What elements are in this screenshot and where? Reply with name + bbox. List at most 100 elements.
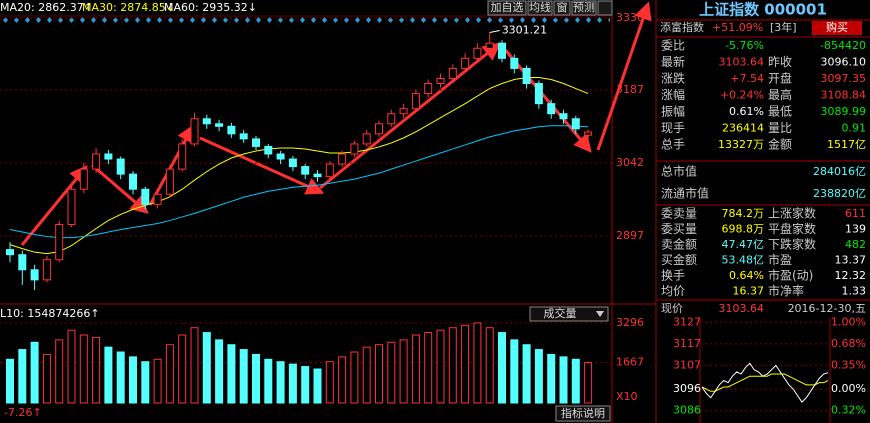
panel-lines: [656, 19, 870, 206]
button-label[interactable]: 预测: [573, 1, 595, 14]
volume-bar: [424, 332, 433, 404]
volume-bar: [30, 341, 39, 404]
candle-body: [190, 118, 199, 145]
fund-period: [3年]: [770, 20, 797, 34]
toolbar-button[interactable]: [553, 0, 571, 16]
volume-bar: [584, 362, 593, 404]
arrow: [20, 165, 88, 246]
button-label[interactable]: 窗: [557, 0, 568, 14]
candle-body: [448, 67, 457, 79]
button-label[interactable]: 均线: [529, 0, 551, 14]
volume-bar: [461, 324, 470, 404]
y-tick-label: 3127: [673, 315, 701, 328]
volume-bar: [571, 358, 580, 404]
field-value: 1517亿: [827, 138, 866, 151]
field-value: 139: [845, 223, 866, 236]
volume-bar: [116, 351, 125, 404]
field-label: 最低: [768, 105, 792, 119]
toolbar-button[interactable]: [527, 0, 553, 16]
candle-body: [473, 47, 482, 59]
field-label: 委买量: [661, 222, 697, 236]
date-label: 2016-12-30,五: [788, 302, 866, 315]
field-value: 698.8万: [722, 223, 765, 236]
button-label[interactable]: 指标说明: [561, 406, 605, 420]
pct-label: 0.00%: [831, 382, 866, 395]
field-value: 0.91: [842, 122, 867, 135]
help-button[interactable]: [555, 405, 611, 422]
field-value: 784.2万: [722, 207, 765, 220]
panel-title: 上证指数 000001: [699, 1, 827, 19]
volume-label: L10: 154874266↑: [0, 307, 100, 320]
candle-body: [461, 57, 470, 69]
field-value: 238820亿: [813, 187, 866, 200]
button-label[interactable]: 购买: [826, 20, 848, 34]
volume-bar: [399, 339, 408, 404]
field-label: 平盘家数: [768, 221, 816, 236]
volume-bar: [276, 361, 285, 404]
pct-label: 0.35%: [831, 358, 866, 371]
fund-value: +51.09%: [712, 21, 763, 34]
field-value: +7.54: [730, 72, 764, 85]
volume-bar: [42, 353, 51, 404]
field-value: +0.24%: [720, 89, 764, 102]
volume-bar: [559, 356, 568, 404]
toolbar-button[interactable]: [597, 0, 613, 16]
candle-body: [288, 158, 297, 168]
y-tick-label: 3187: [616, 83, 644, 96]
field-value: 0.61%: [729, 105, 764, 118]
field-label: 开盘: [768, 71, 792, 86]
price-line: [701, 362, 829, 403]
pct-label: 0.68%: [831, 337, 866, 350]
candle-body: [485, 42, 494, 49]
y-tick-label: 3117: [673, 337, 701, 350]
field-label: 上涨家数: [768, 206, 816, 221]
field-value: 0.64%: [729, 269, 764, 282]
volume-bar: [178, 334, 187, 404]
volume-bar: [510, 339, 519, 404]
toolbar-button[interactable]: [571, 0, 597, 16]
volume-bar: [153, 358, 162, 404]
candle-body: [584, 131, 593, 136]
field-value: 3108.84: [821, 89, 867, 102]
volume-bar: [547, 353, 556, 404]
field-label: 现手: [661, 121, 685, 135]
candle-body: [559, 113, 568, 120]
volume-bar: [67, 329, 76, 404]
volume-bar: [387, 341, 396, 404]
ma-label: MA30: 2874.85↓: [82, 1, 175, 14]
unit-label: X10: [616, 390, 638, 403]
candle-body: [141, 188, 150, 205]
toolbar-button[interactable]: [487, 0, 527, 16]
field-label: 最高: [768, 87, 792, 102]
volume-bar: [79, 334, 88, 404]
volume-button[interactable]: [529, 306, 609, 322]
volume-bar: [104, 346, 113, 404]
field-label: 总市值: [661, 164, 697, 179]
field-label: 换手: [661, 269, 685, 283]
candle-body: [178, 143, 187, 170]
dropdown-icon[interactable]: [596, 311, 604, 317]
button-label[interactable]: 成交量: [544, 306, 577, 320]
field-value: 482: [845, 238, 866, 251]
candle-body: [534, 83, 543, 105]
volume-bar: [55, 339, 64, 404]
candle-body: [399, 108, 408, 115]
event-markers: [0, 16, 610, 24]
y-tick-label: 3086: [673, 404, 701, 417]
button-label[interactable]: 加自选: [491, 1, 524, 14]
price-value: 3103.64: [719, 302, 765, 315]
candle-body: [215, 123, 224, 127]
indicator-value: -7.26↑: [4, 406, 42, 419]
volume-bar: [141, 361, 150, 404]
candle-body: [338, 153, 347, 165]
volume-bar: [448, 327, 457, 404]
candle-body: [67, 188, 76, 225]
field-value: -5.76%: [725, 39, 764, 52]
field-label: 市盈: [768, 252, 792, 267]
field-label: 量比: [768, 121, 792, 135]
buy-button[interactable]: [812, 21, 862, 35]
field-value: 47.47亿: [722, 238, 765, 251]
field-label: 涨跌: [661, 71, 685, 86]
